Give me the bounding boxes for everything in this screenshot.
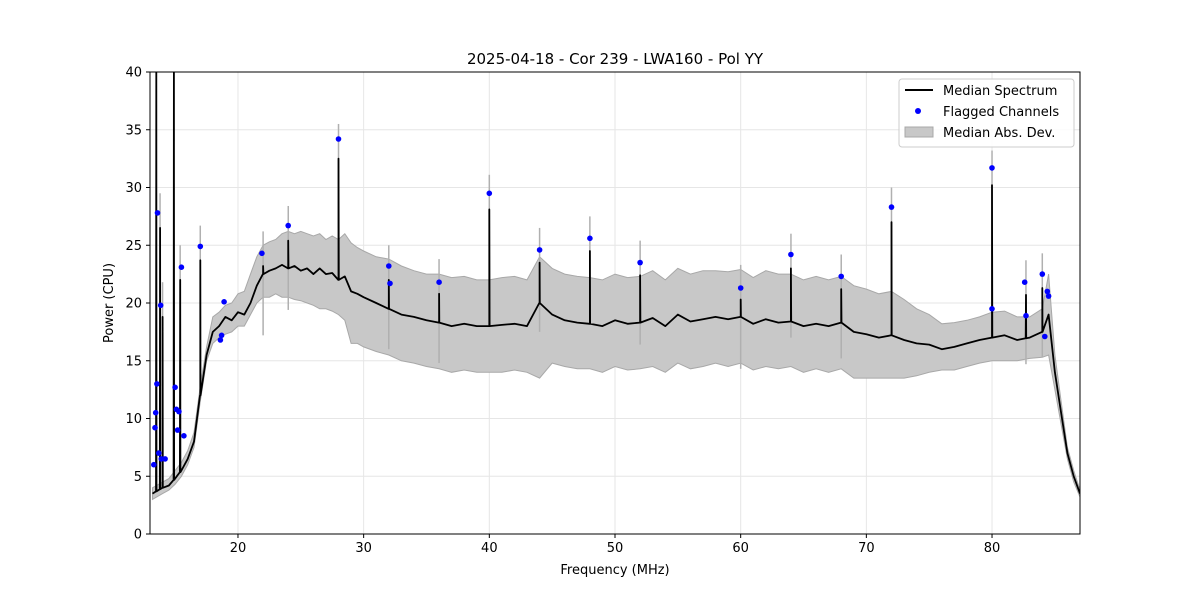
flagged-channel-point (217, 337, 224, 343)
x-tick-label: 30 (355, 541, 372, 556)
axis-ticks: 20 30 40 50 60 70 80 0 5 10 15 20 25 30 35 40 (125, 66, 1000, 557)
x-tick-label: 70 (858, 541, 875, 556)
y-tick-label: 10 (125, 412, 142, 427)
x-tick-label: 50 (607, 541, 624, 556)
median-spectrum-line (152, 72, 1080, 495)
flagged-channel-point (788, 251, 794, 258)
flagged-channel-point (151, 461, 157, 468)
flagged-channel-point (436, 279, 442, 286)
flagged-channel-point (888, 204, 895, 210)
y-tick-label: 40 (125, 66, 142, 81)
flagged-channel-point (1045, 293, 1052, 299)
flagged-channel-point (989, 165, 995, 171)
legend-label-mad: Median Abs. Dev. (943, 126, 1055, 141)
flagged-channel-point (156, 450, 162, 456)
flagged-channel-point (737, 285, 744, 291)
flagged-channel-point (989, 306, 995, 312)
flagged-channel-point (152, 424, 158, 431)
x-tick-label: 40 (481, 541, 498, 556)
legend-label-median-spectrum: Median Spectrum (943, 84, 1057, 99)
flagged-channel-point (386, 263, 392, 269)
flagged-channel-point (587, 235, 593, 242)
flagged-channel-point (1039, 271, 1046, 277)
y-tick-label: 5 (134, 470, 142, 485)
legend-label-flagged-channels: Flagged Channels (943, 105, 1059, 120)
legend-band-swatch (904, 126, 934, 138)
chart-title: 2025-04-18 - Cor 239 - LWA160 - Pol YY (467, 50, 764, 68)
flagged-channel-point (174, 427, 181, 433)
flagged-channel-point (259, 250, 265, 257)
flagged-channel-point (285, 222, 292, 229)
y-tick-label: 25 (125, 239, 142, 254)
flagged-channel-point (176, 408, 182, 415)
flagged-channel-point (162, 456, 168, 462)
legend-box (898, 78, 1075, 148)
x-axis-label: Frequency (MHz) (560, 563, 669, 578)
mad-band (152, 230, 1080, 501)
x-tick-label: 60 (732, 541, 749, 556)
x-tick-label: 80 (984, 541, 1001, 556)
flagged-channel-point (335, 136, 342, 142)
flagged-channel-point (1042, 333, 1048, 340)
flagged-channel-point (637, 259, 643, 266)
flagged-channel-point (154, 210, 161, 216)
legend-marker-swatch (915, 108, 921, 114)
flagged-channel-point (181, 433, 187, 439)
legend: Median Spectrum Flagged Channels Median … (898, 78, 1075, 148)
y-tick-label: 20 (125, 297, 142, 312)
flagged-channel-point (178, 264, 185, 271)
y-axis-label: Power (CPU) (102, 263, 117, 343)
flagged-channel-point (1023, 312, 1029, 319)
flagged-channel-point (387, 280, 393, 287)
flagged-channel-point (1044, 288, 1051, 295)
flagged-channel-point (536, 247, 543, 253)
flagged-channel-point (172, 384, 178, 391)
flagged-channel-point (154, 381, 160, 387)
flagged-channel-point (221, 299, 227, 305)
flagged-channel-point (157, 302, 164, 309)
flagged-channels-layer (151, 136, 1052, 468)
y-tick-label: 0 (134, 528, 142, 543)
y-tick-label: 35 (125, 123, 142, 138)
flagged-channel-point (218, 332, 225, 339)
y-tick-label: 30 (125, 181, 142, 196)
median-spectrum-layer (152, 72, 1080, 495)
flagged-channel-point (486, 190, 493, 197)
flagged-channel-point (152, 409, 159, 416)
y-tick-label: 15 (125, 354, 142, 369)
x-tick-label: 20 (230, 541, 247, 556)
flagged-channel-point (1021, 279, 1028, 286)
flagged-channel-point (838, 273, 844, 280)
flagged-channel-point (197, 243, 204, 250)
